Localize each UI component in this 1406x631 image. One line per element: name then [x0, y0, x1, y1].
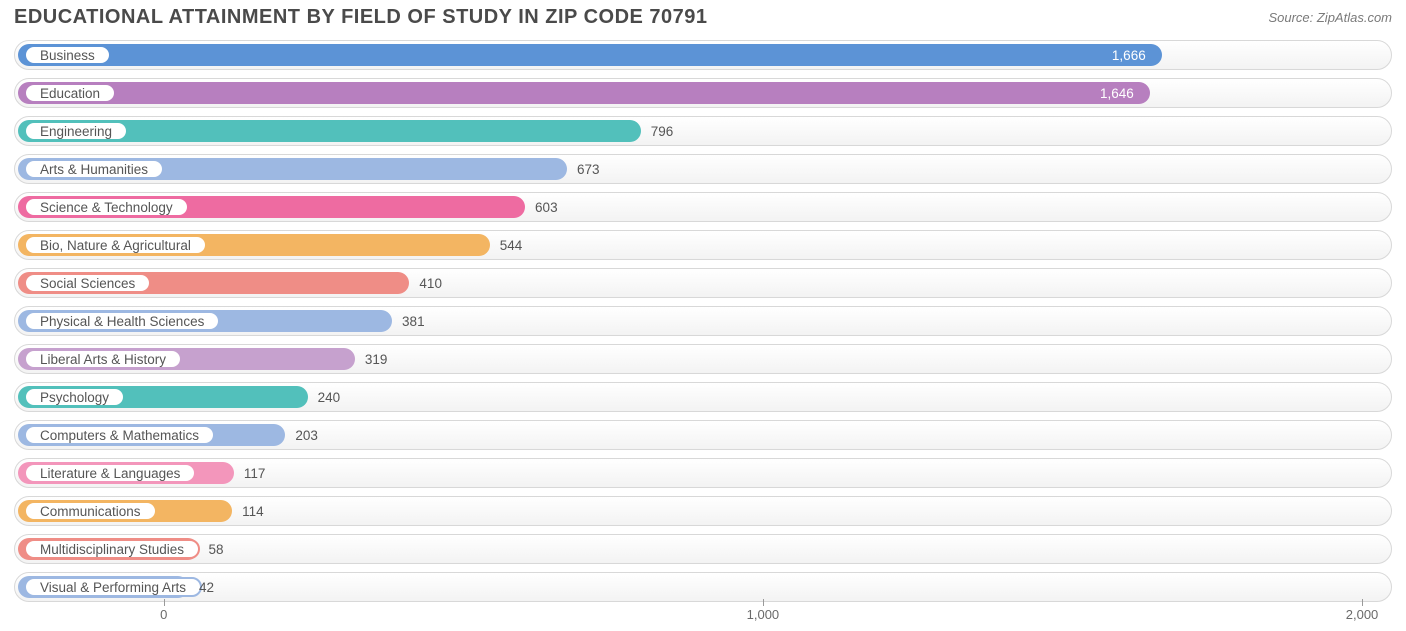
bar-row: Science & Technology 603 — [14, 190, 1392, 224]
value-label: 796 — [651, 114, 674, 148]
axis-tick-label: 1,000 — [747, 607, 780, 622]
value-label: 1,666 — [1112, 38, 1146, 72]
value-label: 410 — [419, 266, 442, 300]
bar-row: Arts & Humanities 673 — [14, 152, 1392, 186]
bar-row: Liberal Arts & History 319 — [14, 342, 1392, 376]
category-pill: Social Sciences — [24, 273, 151, 293]
category-pill: Psychology — [24, 387, 125, 407]
axis-tick — [1362, 599, 1363, 606]
category-pill: Engineering — [24, 121, 128, 141]
axis-tick-label: 2,000 — [1346, 607, 1379, 622]
bar-track — [14, 572, 1392, 602]
bar-row: Literature & Languages 117 — [14, 456, 1392, 490]
bar-fill — [18, 82, 1150, 104]
bar-fill — [18, 44, 1162, 66]
source-label: Source: ZipAtlas.com — [1268, 10, 1392, 25]
category-pill: Science & Technology — [24, 197, 189, 217]
category-pill: Education — [24, 83, 116, 103]
bar-row: Bio, Nature & Agricultural 544 — [14, 228, 1392, 262]
value-label: 544 — [500, 228, 523, 262]
category-pill: Multidisciplinary Studies — [24, 539, 200, 559]
value-label: 603 — [535, 190, 558, 224]
value-label: 114 — [242, 494, 264, 528]
bar-row: Communications 114 — [14, 494, 1392, 528]
value-label: 117 — [244, 456, 266, 490]
axis-tick — [763, 599, 764, 606]
axis-tick — [164, 599, 165, 606]
category-pill: Business — [24, 45, 111, 65]
bar-row: Engineering 796 — [14, 114, 1392, 148]
chart-title: EDUCATIONAL ATTAINMENT BY FIELD OF STUDY… — [14, 6, 708, 29]
category-pill: Liberal Arts & History — [24, 349, 182, 369]
bar-row: Computers & Mathematics 203 — [14, 418, 1392, 452]
value-label: 203 — [295, 418, 318, 452]
bar-row: Multidisciplinary Studies 58 — [14, 532, 1392, 566]
category-pill: Arts & Humanities — [24, 159, 164, 179]
value-label: 240 — [318, 380, 341, 414]
value-label: 58 — [209, 532, 224, 566]
category-pill: Bio, Nature & Agricultural — [24, 235, 207, 255]
x-axis: 0 1,000 2,000 — [14, 599, 1392, 621]
axis-tick-label: 0 — [160, 607, 167, 622]
category-pill: Visual & Performing Arts — [24, 577, 202, 597]
bar-row: Education 1,646 — [14, 76, 1392, 110]
category-pill: Literature & Languages — [24, 463, 196, 483]
bar-row: Business 1,666 — [14, 38, 1392, 72]
value-label: 673 — [577, 152, 600, 186]
bar-row: Social Sciences 410 — [14, 266, 1392, 300]
category-pill: Physical & Health Sciences — [24, 311, 220, 331]
value-label: 319 — [365, 342, 388, 376]
category-pill: Communications — [24, 501, 157, 521]
bar-row: Physical & Health Sciences 381 — [14, 304, 1392, 338]
category-pill: Computers & Mathematics — [24, 425, 215, 445]
bar-row: Psychology 240 — [14, 380, 1392, 414]
chart-area: Business 1,666 Education 1,646 Engineering 79… — [14, 38, 1392, 595]
value-label: 1,646 — [1100, 76, 1134, 110]
value-label: 381 — [402, 304, 425, 338]
